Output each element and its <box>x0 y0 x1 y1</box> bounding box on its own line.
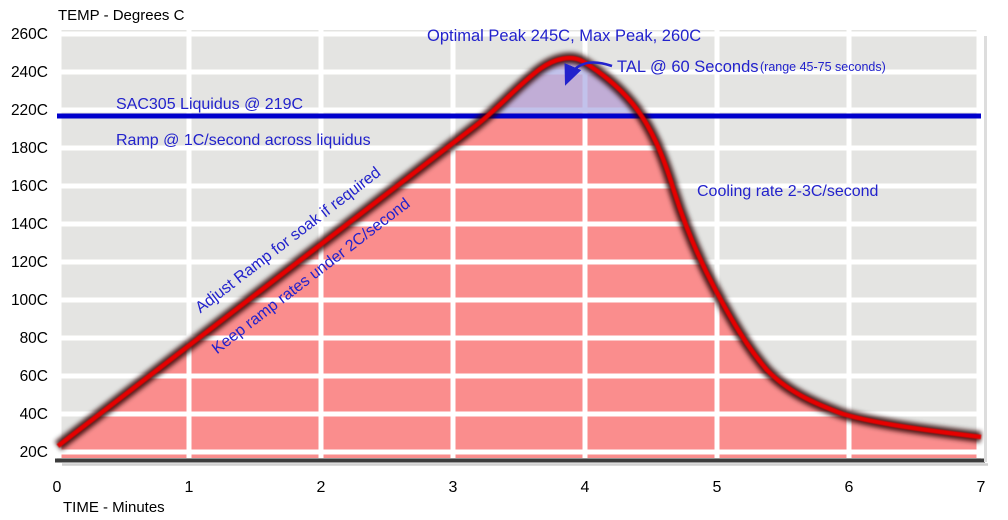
chart-title: TEMP - Degrees C <box>58 7 185 24</box>
peak-annotation: Optimal Peak 245C, Max Peak, 260C <box>427 27 701 45</box>
tal-area-fill <box>486 58 645 118</box>
y-tick-label: 240C <box>11 64 48 81</box>
ramp-annotation: Ramp @ 1C/second across liquidus <box>116 132 371 149</box>
x-axis-title: TIME - Minutes <box>63 499 165 516</box>
x-tick-label: 0 <box>53 479 62 496</box>
x-tick-label: 1 <box>185 479 194 496</box>
x-tick-label: 6 <box>845 479 854 496</box>
tal-annotation: TAL @ 60 Seconds <box>617 58 759 76</box>
x-tick-label: 5 <box>713 479 722 496</box>
y-tick-label: 40C <box>20 406 48 423</box>
tal-arrow <box>564 61 613 86</box>
cooling-annotation: Cooling rate 2-3C/second <box>697 183 878 200</box>
y-tick-label: 60C <box>20 368 48 385</box>
y-tick-label: 160C <box>11 178 48 195</box>
y-tick-label: 120C <box>11 254 48 271</box>
y-tick-label: 220C <box>11 102 48 119</box>
profile-curve <box>56 55 982 448</box>
x-tick-label: 7 <box>977 479 986 496</box>
profile-area-fill <box>58 58 981 458</box>
y-tick-label: 180C <box>11 140 48 157</box>
y-tick-label: 100C <box>11 292 48 309</box>
x-tick-label: 2 <box>317 479 326 496</box>
y-tick-label: 80C <box>20 330 48 347</box>
x-axis-tick-labels: 0 1 2 3 4 5 6 7 <box>53 479 986 496</box>
y-tick-label: 260C <box>11 26 48 43</box>
tal-range-annotation: (range 45-75 seconds) <box>760 60 886 74</box>
y-tick-label: 20C <box>20 444 48 461</box>
liquidus-annotation: SAC305 Liquidus @ 219C <box>116 96 303 113</box>
x-tick-label: 3 <box>449 479 458 496</box>
y-tick-label: 140C <box>11 216 48 233</box>
x-tick-label: 4 <box>581 479 590 496</box>
y-axis-tick-labels: 260C 240C 220C 180C 160C 140C 120C 100C 80C 60C 40… <box>11 26 48 461</box>
